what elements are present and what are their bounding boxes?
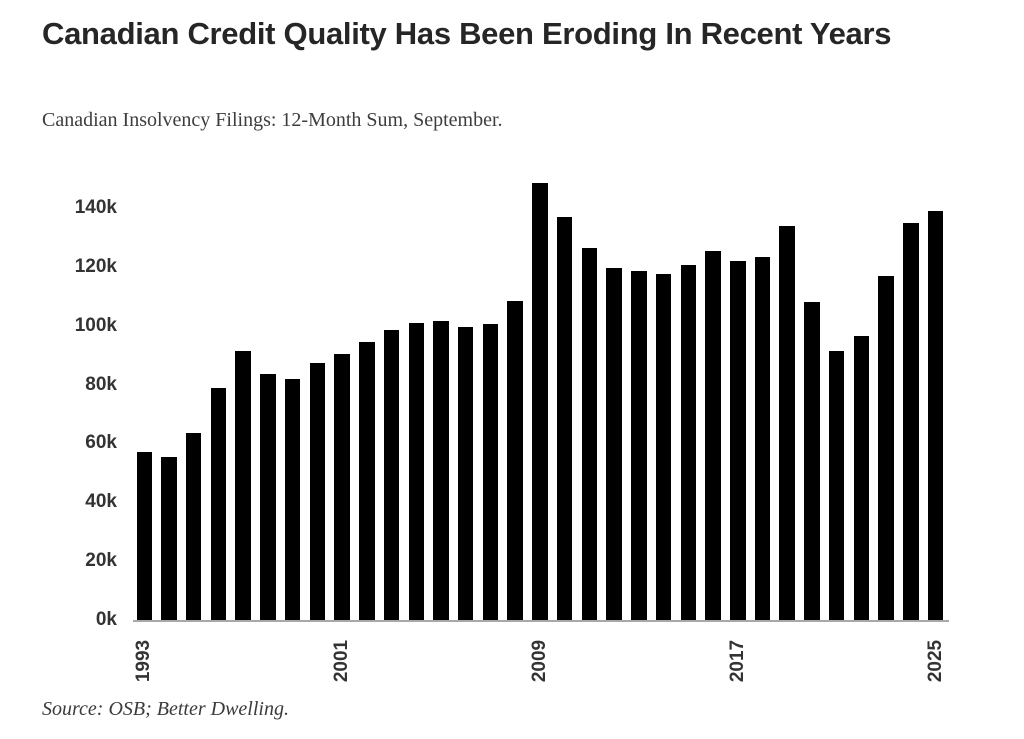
bar-2005	[433, 321, 449, 620]
bar-1997	[235, 350, 251, 620]
bar-1999	[284, 378, 301, 620]
x-tick-label-2025: 2025	[924, 639, 946, 683]
bar-2011	[581, 247, 598, 620]
y-tick-label-80k: 80k	[85, 373, 117, 395]
y-tick-label-0k: 0k	[95, 609, 117, 630]
plot-area	[133, 170, 949, 622]
bar-2022	[853, 336, 870, 620]
x-tick-label-1993: 1993	[133, 639, 155, 683]
bar-2017	[730, 260, 746, 620]
page-title: Canadian Credit Quality Has Been Eroding…	[42, 16, 892, 51]
y-tick-label-40k: 40k	[85, 491, 117, 513]
bar-2013	[631, 271, 647, 620]
bar-2001	[334, 353, 350, 620]
bar-2009	[532, 182, 548, 620]
bar-2007	[482, 324, 499, 620]
bar-2002	[359, 341, 375, 620]
bar-2019	[779, 225, 795, 620]
x-tick-label-2001: 2001	[331, 639, 353, 683]
y-tick-label-140k: 140k	[74, 196, 117, 218]
bar-2020	[804, 302, 820, 620]
bar-2023	[878, 275, 894, 620]
bar-2008	[507, 300, 523, 620]
y-tick-label-100k: 100k	[74, 314, 117, 336]
bar-2024	[903, 222, 919, 620]
x-tick-label-2009: 2009	[528, 639, 550, 683]
x-tick-label-2017: 2017	[726, 639, 748, 683]
bar-2018	[754, 256, 771, 620]
y-tick-label-120k: 120k	[74, 255, 117, 277]
bar-1996	[210, 387, 227, 620]
bar-1994	[161, 456, 177, 620]
chart-subtitle: Canadian Insolvency Filings: 12-Month Su…	[42, 109, 503, 131]
bar-2016	[705, 250, 721, 620]
bar-2003	[383, 330, 400, 620]
bar-2014	[655, 274, 672, 620]
bar-2004	[408, 322, 425, 620]
bar-2015	[680, 265, 697, 620]
x-axis: 1993 2001 2009 2017 2025	[133, 622, 949, 702]
bar-2006	[457, 327, 474, 620]
bar-1998	[260, 374, 276, 620]
y-tick-label-60k: 60k	[85, 432, 117, 454]
bar-2010	[556, 216, 573, 620]
bar-1995	[185, 433, 202, 620]
bar-2000	[309, 362, 326, 620]
bar-2025	[927, 210, 944, 620]
bar-2021	[828, 350, 845, 620]
y-tick-label-20k: 20k	[85, 550, 117, 572]
source-note: Source: OSB; Better Dwelling.	[42, 698, 289, 720]
bar-1993	[136, 452, 152, 620]
y-axis: 0k 20k 40k 60k 80k 100k 120k 140k	[30, 170, 117, 630]
bar-2012	[606, 268, 622, 620]
